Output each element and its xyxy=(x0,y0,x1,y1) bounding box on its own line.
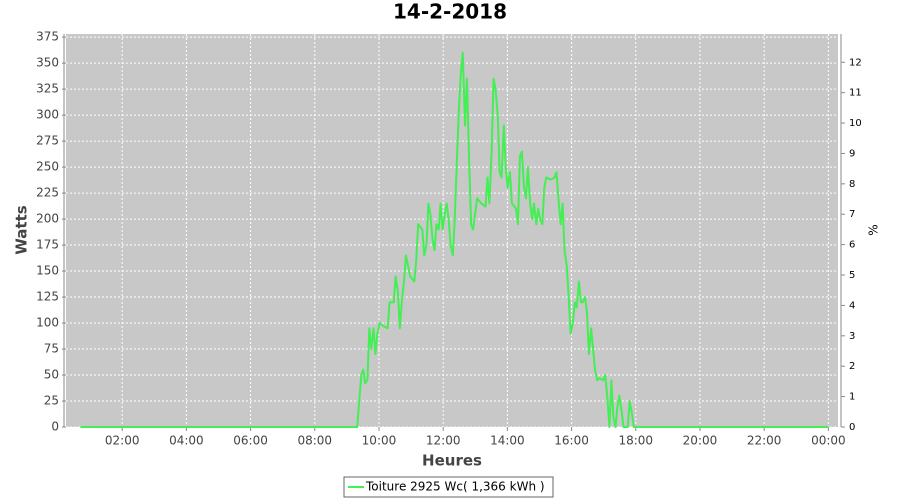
legend-label: Toiture 2925 Wc( 1,366 kWh ) xyxy=(365,480,545,494)
y-tick-label: 250 xyxy=(36,160,59,174)
y-tick-label: 300 xyxy=(36,108,59,122)
y-tick-label: 0 xyxy=(51,420,59,434)
y2-tick-label: 6 xyxy=(849,240,855,251)
y2-axis-label: % xyxy=(867,224,881,235)
x-tick-label: 10:00 xyxy=(362,434,397,448)
x-tick-label: 12:00 xyxy=(426,434,461,448)
y-tick-label: 50 xyxy=(44,368,59,382)
y-tick-label: 275 xyxy=(36,134,59,148)
chart-title: 14-2-2018 xyxy=(393,0,507,24)
y-tick-label: 350 xyxy=(36,56,59,70)
y2-tick-label: 12 xyxy=(849,57,862,68)
y-tick-label: 225 xyxy=(36,186,59,200)
x-tick-label: 04:00 xyxy=(169,434,204,448)
x-tick-label: 22:00 xyxy=(747,434,782,448)
y2-tick-label: 8 xyxy=(849,179,855,190)
x-tick-label: 02:00 xyxy=(105,434,140,448)
x-tick-label: 18:00 xyxy=(618,434,653,448)
y2-tick-label: 11 xyxy=(849,88,862,99)
x-tick-label: 00:00 xyxy=(811,434,846,448)
y2-tick-label: 0 xyxy=(849,422,855,433)
x-tick-label: 08:00 xyxy=(297,434,332,448)
y-tick-label: 100 xyxy=(36,316,59,330)
y-tick-label: 75 xyxy=(44,342,59,356)
x-tick-label: 16:00 xyxy=(554,434,589,448)
x-tick-label: 20:00 xyxy=(683,434,718,448)
y2-tick-label: 2 xyxy=(849,361,855,372)
y-tick-label: 375 xyxy=(36,30,59,44)
legend xyxy=(343,476,554,498)
y-tick-label: 150 xyxy=(36,264,59,278)
x-axis-label: Heures xyxy=(422,452,482,470)
y2-tick-label: 5 xyxy=(849,270,855,281)
y2-tick-label: 4 xyxy=(849,300,855,311)
y2-tick-label: 3 xyxy=(849,331,855,342)
y-tick-label: 175 xyxy=(36,238,59,252)
plot-area xyxy=(66,34,838,427)
x-tick-label: 06:00 xyxy=(233,434,268,448)
y2-tick-label: 1 xyxy=(849,392,855,403)
y-tick-label: 200 xyxy=(36,212,59,226)
y-tick-label: 325 xyxy=(36,82,59,96)
y-tick-label: 125 xyxy=(36,290,59,304)
y2-tick-label: 10 xyxy=(849,118,862,129)
x-tick-label: 14:00 xyxy=(490,434,525,448)
y-tick-label: 25 xyxy=(44,394,59,408)
y2-tick-label: 7 xyxy=(849,209,855,220)
data-line xyxy=(80,51,829,428)
y2-tick-label: 9 xyxy=(849,148,855,159)
y-axis-label: Watts xyxy=(13,205,31,254)
